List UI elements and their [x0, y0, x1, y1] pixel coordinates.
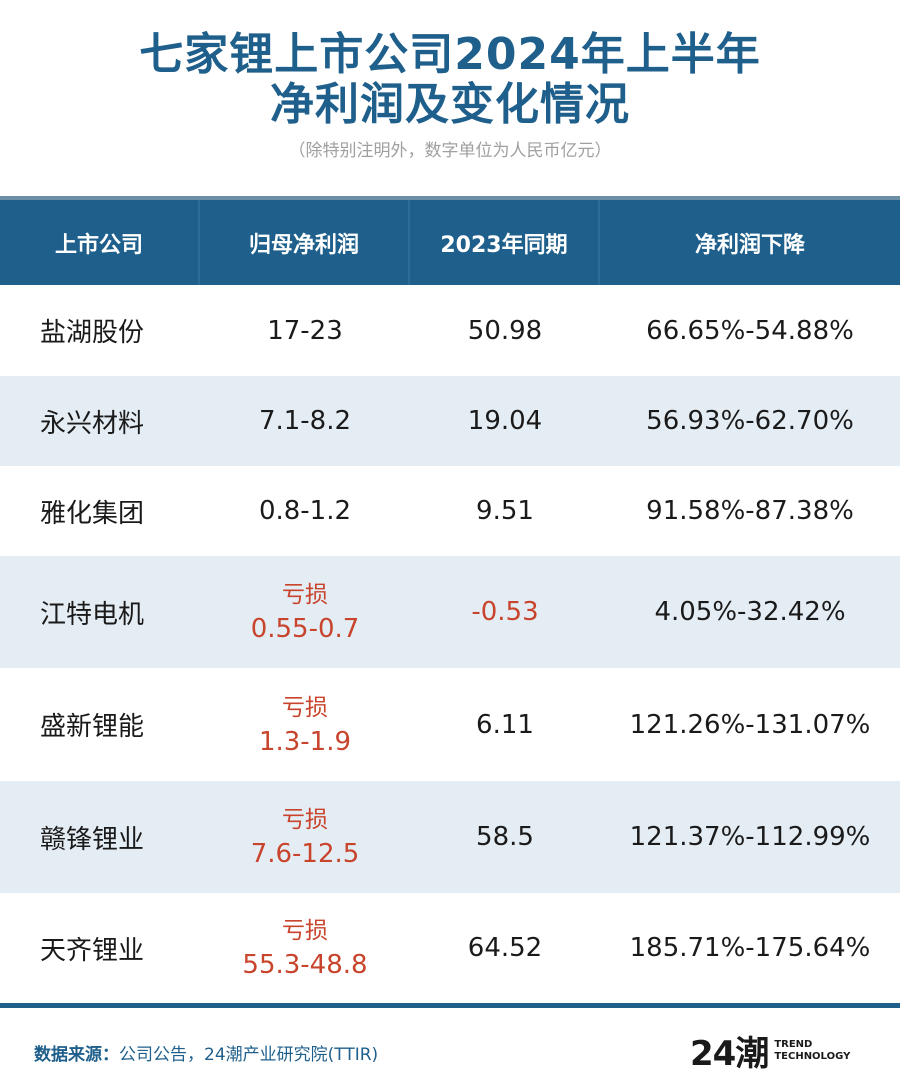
prev-cell: 9.51	[476, 496, 534, 526]
loss-tag: 亏损	[282, 582, 328, 608]
loss-range: 55.3-48.8	[242, 950, 368, 980]
profit-cell: 亏损 7.6-12.5	[200, 781, 410, 893]
column-header-prev: 2023年同期	[410, 200, 600, 285]
column-header-profit: 归母净利润	[200, 200, 410, 285]
profit-cell: 7.1-8.2	[258, 406, 352, 436]
prev-cell: -0.53	[471, 597, 539, 627]
logo-line1: TREND	[774, 1038, 813, 1050]
logo-wordmark: TREND TECHNOLOGY	[774, 1039, 850, 1063]
profit-cell: 亏损 1.3-1.9	[200, 668, 410, 781]
company-cell: 盛新锂能	[40, 712, 145, 742]
prev-cell: 64.52	[467, 933, 543, 963]
profit-cell: 0.8-1.2	[258, 496, 352, 526]
prev-cell: 50.98	[467, 315, 543, 346]
prev-cell: 6.11	[476, 709, 534, 740]
decline-cell: 66.65%-54.88%	[646, 315, 854, 346]
company-cell: 盐湖股份	[40, 318, 145, 348]
table-row: 永兴材料 7.1-8.2 19.04 56.93%-62.70%	[0, 376, 900, 466]
table-row: 盛新锂能 亏损 1.3-1.9 6.11 121.26%-131.07%	[0, 668, 900, 781]
company-cell: 赣锋锂业	[40, 824, 145, 855]
loss-tag: 亏损	[281, 918, 328, 944]
title-block: 七家锂上市公司2024年上半年 净利润及变化情况 （除特别注明外，数字单位为人民…	[0, 0, 900, 196]
decline-cell: 91.58%-87.38%	[646, 496, 854, 526]
prev-cell: 58.5	[476, 822, 534, 852]
data-source: 数据来源：公司公告，24潮产业研究院(TTIR)	[34, 1040, 378, 1065]
page-subtitle: （除特别注明外，数字单位为人民币亿元）	[288, 141, 612, 161]
data-source-text: 公司公告，24潮产业研究院(TTIR)	[119, 1045, 379, 1065]
page-title-line1: 七家锂上市公司2024年上半年	[139, 29, 761, 80]
logo-mark: 24潮	[690, 1034, 769, 1074]
table-row: 盐湖股份 17-23 50.98 66.65%-54.88%	[0, 285, 900, 376]
table-row: 赣锋锂业 亏损 7.6-12.5 58.5 121.37%-112.99%	[0, 781, 900, 893]
page-title-line2: 净利润及变化情况	[270, 79, 630, 130]
loss-tag: 亏损	[282, 694, 328, 721]
table-bottom-rule	[0, 1003, 900, 1008]
loss-value: 亏损 55.3-48.8	[242, 914, 367, 982]
table-row: 天齐锂业 亏损 55.3-48.8 64.52 185.71%-175.64%	[0, 893, 900, 1003]
company-cell: 雅化集团	[40, 498, 145, 529]
decline-cell: 4.05%-32.42%	[654, 597, 846, 627]
loss-range: 7.6-12.5	[250, 839, 360, 869]
column-header-decline: 净利润下降	[694, 232, 805, 258]
table-row: 雅化集团 0.8-1.2 9.51 91.58%-87.38%	[0, 466, 900, 556]
table-row: 江特电机 亏损 0.55-0.7 -0.53 4.05%-32.42%	[0, 556, 900, 668]
profit-cell: 17-23	[267, 315, 343, 346]
loss-range: 1.3-1.9	[258, 726, 352, 757]
decline-cell: 185.71%-175.64%	[629, 933, 871, 963]
data-source-label: 数据来源：	[34, 1045, 119, 1065]
loss-value: 亏损 7.6-12.5	[251, 803, 360, 871]
decline-cell: 121.26%-131.07%	[629, 709, 871, 740]
profit-cell: 亏损 55.3-48.8	[200, 893, 410, 1003]
loss-tag: 亏损	[282, 807, 328, 833]
logo-line2: TECHNOLOGY	[774, 1050, 851, 1062]
prev-cell: 19.04	[467, 406, 543, 436]
loss-range: 0.55-0.7	[250, 614, 360, 644]
loss-value: 亏损 1.3-1.9	[259, 691, 351, 759]
column-header-company: 上市公司	[0, 200, 200, 285]
profit-cell: 亏损 0.55-0.7	[200, 556, 410, 668]
company-cell: 永兴材料	[40, 408, 145, 439]
company-cell: 天齐锂业	[40, 935, 145, 966]
table-header: 上市公司 归母净利润 2023年同期 净利润下降	[0, 196, 900, 285]
decline-cell: 121.37%-112.99%	[629, 822, 871, 852]
brand-logo: 24潮 TREND TECHNOLOGY	[690, 1026, 850, 1075]
company-cell: 江特电机	[40, 599, 145, 630]
profit-table: 上市公司 归母净利润 2023年同期 净利润下降 盐湖股份 17-23 50.9…	[0, 196, 900, 1003]
decline-cell: 56.93%-62.70%	[646, 406, 854, 436]
loss-value: 亏损 0.55-0.7	[251, 578, 360, 646]
